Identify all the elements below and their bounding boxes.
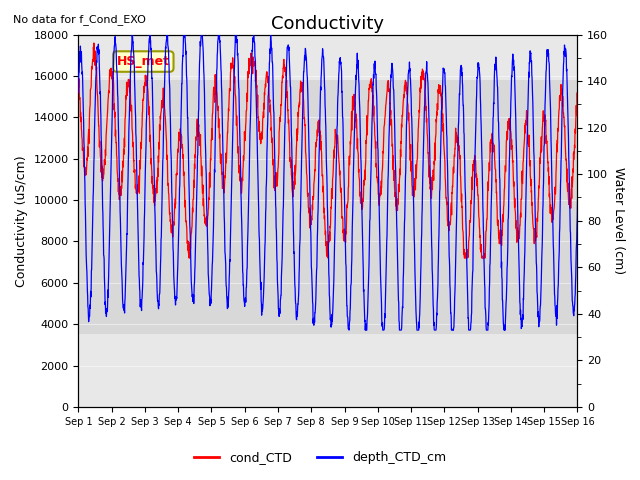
Text: HS_met: HS_met bbox=[116, 55, 170, 68]
Y-axis label: Conductivity (uS/cm): Conductivity (uS/cm) bbox=[15, 155, 28, 287]
Title: Conductivity: Conductivity bbox=[271, 15, 385, 33]
Text: No data for f_Cond_EXO: No data for f_Cond_EXO bbox=[13, 14, 146, 25]
Legend: cond_CTD, depth_CTD_cm: cond_CTD, depth_CTD_cm bbox=[189, 446, 451, 469]
Y-axis label: Water Level (cm): Water Level (cm) bbox=[612, 167, 625, 274]
Bar bbox=[79, 80, 577, 335]
